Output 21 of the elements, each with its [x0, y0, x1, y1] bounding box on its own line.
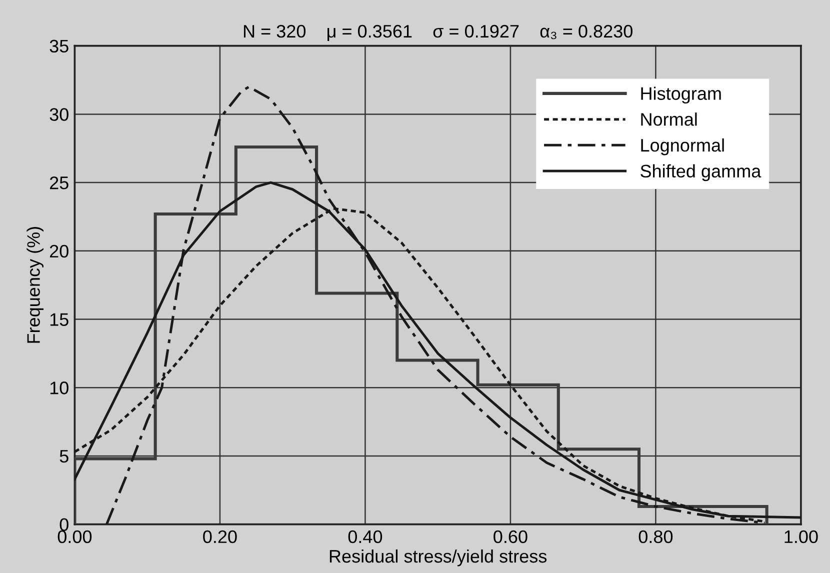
x-tick-label: 0.80 [638, 530, 673, 544]
y-tick-label: 35 [50, 40, 68, 53]
y-tick-label: 10 [50, 382, 68, 394]
legend-label: Lognormal [641, 138, 724, 156]
y-tick-label: 25 [50, 176, 68, 190]
x-tick-label: 0.40 [348, 530, 382, 544]
y-tick-label: 20 [50, 244, 68, 258]
x-tick-label: 0.60 [494, 530, 528, 544]
y-tick-label: 15 [50, 313, 68, 326]
x-tick-label: 0.00 [58, 530, 92, 544]
legend-label: Histogram [641, 86, 721, 104]
x-axis-title: Residual stress/yield stress [330, 549, 547, 566]
legend-label: Shifted gamma [640, 164, 762, 182]
x-tick-label: 0.20 [203, 530, 237, 544]
x-tick-label: 1.00 [784, 530, 818, 544]
chart-title: N = 320 μ = 0.3561 σ = 0.1927 α₃ = 0.8230 [244, 24, 632, 41]
y-tick-label: 0 [60, 518, 68, 532]
y-tick-label: 5 [60, 450, 68, 463]
y-axis-title: Frequency (%) [26, 226, 44, 343]
y-tick-label: 30 [50, 108, 68, 121]
legend-label: Normal [641, 112, 697, 126]
